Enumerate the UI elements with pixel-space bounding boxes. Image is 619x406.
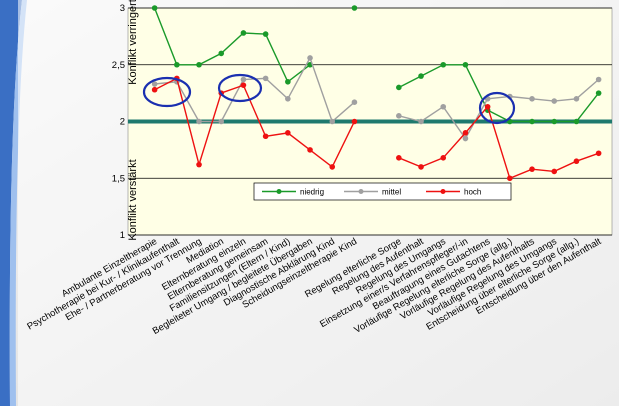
data-point xyxy=(240,76,247,83)
data-point xyxy=(329,118,336,125)
data-point xyxy=(285,78,291,85)
data-point xyxy=(351,5,358,11)
data-point xyxy=(196,161,202,168)
data-point xyxy=(595,90,602,96)
series-line xyxy=(154,77,599,180)
data-point xyxy=(262,31,269,37)
slide-stripe-light xyxy=(9,0,27,406)
data-point xyxy=(529,166,535,172)
data-point xyxy=(529,96,535,102)
data-point xyxy=(240,82,247,88)
highlight-circle xyxy=(478,91,516,125)
data-point xyxy=(507,175,513,182)
data-point xyxy=(551,168,558,175)
legend-marker xyxy=(358,189,364,194)
data-point xyxy=(396,113,402,119)
data-point xyxy=(462,130,469,136)
data-point xyxy=(551,98,558,104)
data-point xyxy=(307,55,313,61)
data-point xyxy=(285,96,291,102)
slide-stripe xyxy=(0,0,22,406)
axis-annotation: Konflikt verringert xyxy=(127,0,139,85)
data-point xyxy=(151,86,158,93)
y-tick-label: 2,5 xyxy=(112,60,125,71)
highlight-circle xyxy=(217,73,263,103)
data-point xyxy=(462,61,469,68)
y-tick-label: 3 xyxy=(120,3,125,14)
data-point xyxy=(418,118,424,125)
data-point xyxy=(396,84,402,91)
data-point xyxy=(329,164,336,170)
data-point xyxy=(529,118,535,125)
data-point xyxy=(351,99,358,106)
data-point xyxy=(440,103,447,110)
series-line xyxy=(153,7,600,123)
legend-label: niedrig xyxy=(300,188,324,197)
y-tick-label: 1,5 xyxy=(112,173,125,184)
data-point xyxy=(484,103,491,110)
data-point xyxy=(151,5,158,11)
data-point xyxy=(307,147,313,153)
data-point xyxy=(218,50,225,57)
data-point xyxy=(351,118,358,125)
data-point xyxy=(573,158,580,165)
legend-box xyxy=(253,182,512,201)
data-point xyxy=(285,130,291,136)
y-tick-label: 1 xyxy=(120,230,125,241)
data-point xyxy=(440,61,447,68)
data-point xyxy=(418,164,424,170)
data-point xyxy=(573,96,580,102)
data-point xyxy=(196,118,202,125)
legend-label: mittel xyxy=(382,188,401,197)
data-point xyxy=(595,150,602,157)
legend-marker xyxy=(440,189,446,194)
data-point xyxy=(262,75,269,82)
data-point xyxy=(595,76,602,83)
data-point xyxy=(240,30,247,36)
data-point xyxy=(151,81,158,87)
data-point xyxy=(462,135,469,142)
data-point xyxy=(174,61,180,68)
legend-marker xyxy=(276,189,282,194)
data-point xyxy=(573,118,580,125)
data-point xyxy=(196,61,202,68)
data-point xyxy=(396,155,402,161)
highlight-circle xyxy=(142,76,192,108)
data-point xyxy=(551,118,558,125)
y-tick-label: 2 xyxy=(120,117,125,128)
data-point xyxy=(440,155,447,161)
data-point xyxy=(218,118,225,125)
legend-label: hoch xyxy=(464,188,481,197)
data-point xyxy=(262,133,269,140)
data-point xyxy=(418,73,424,79)
legend: niedrig mittel hoch xyxy=(253,182,512,201)
axis-annotation: Konflikt verstärkt xyxy=(127,159,139,240)
